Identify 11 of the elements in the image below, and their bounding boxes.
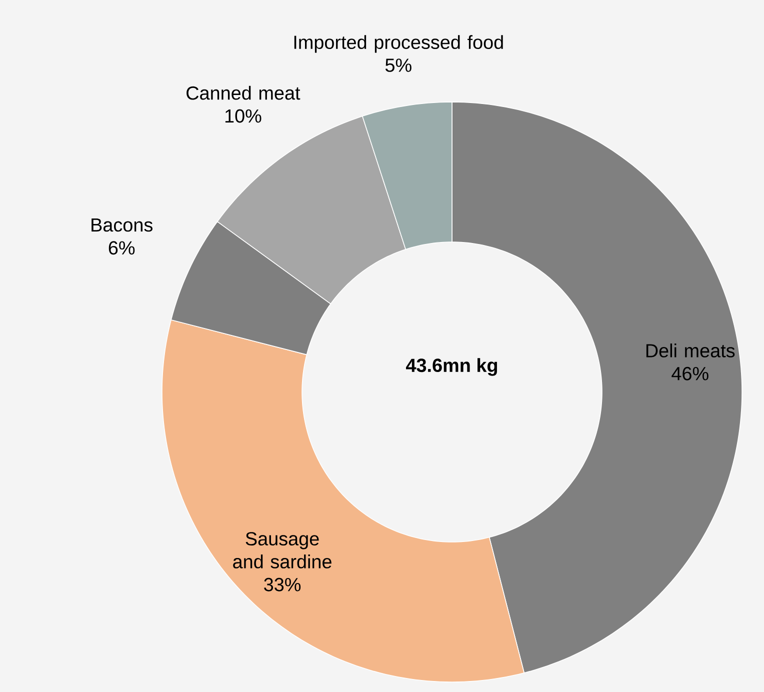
data-label: 5% bbox=[385, 58, 412, 72]
slice-label: Canned meat bbox=[186, 86, 300, 100]
slice-label: Bacons bbox=[92, 218, 152, 232]
slice-label: Sausage and sardine bbox=[233, 532, 332, 568]
data-label: 33% bbox=[264, 578, 301, 592]
data-label: 6% bbox=[108, 241, 135, 255]
text: 43.6mn kg bbox=[406, 358, 498, 376]
slice-label: Imported processed food bbox=[294, 35, 503, 53]
data-label: 10% bbox=[225, 109, 262, 123]
slice-label: Deli meats bbox=[646, 344, 735, 358]
data-label: 46% bbox=[672, 366, 708, 380]
